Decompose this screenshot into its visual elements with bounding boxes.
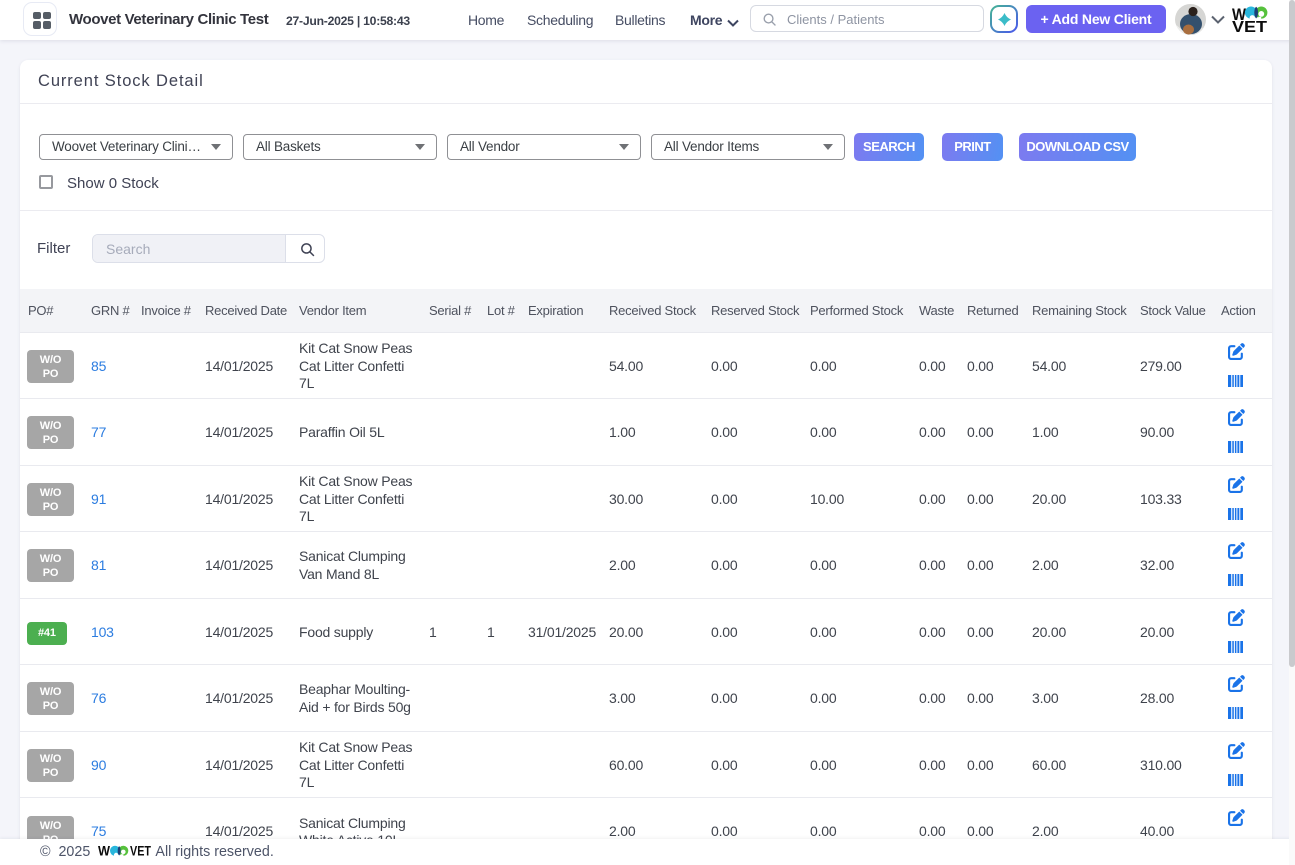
svg-text:VET: VET	[130, 844, 151, 858]
svg-text:W: W	[1232, 5, 1247, 24]
svg-text:W: W	[98, 844, 111, 858]
svg-text:VET: VET	[1232, 19, 1268, 36]
